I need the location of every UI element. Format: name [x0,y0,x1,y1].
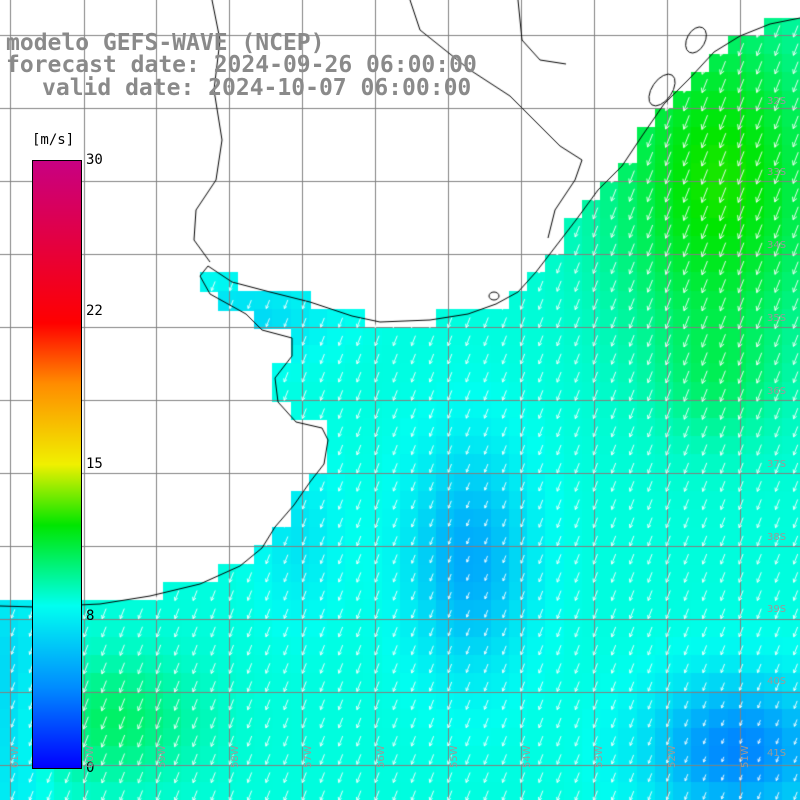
lon-label-57w: 57W [303,745,314,768]
lat-label-36s: 36S [767,386,787,397]
lat-label-32s: 32S [767,96,787,107]
lon-label-61w: 61W [10,745,21,768]
colorbar-tick-15: 15 [86,456,103,472]
lon-label-58w: 58W [230,745,241,768]
lat-label-37s: 37S [767,459,787,470]
lat-label-38s: 38S [767,532,787,543]
valid-date-label: valid date: 2024-10-07 06:00:00 [42,75,472,101]
lat-label-34s: 34S [767,240,787,251]
lon-label-52w: 52W [667,745,678,768]
lon-label-53w: 53W [594,745,605,768]
forecast-date-label: forecast date: 2024-09-26 06:00:00 [6,52,477,78]
lon-label-54w: 54W [522,745,533,768]
lon-label-59w: 59W [157,745,168,768]
colorbar-tick-30: 30 [86,152,103,168]
colorbar-unit-label: [m/s] [32,132,75,148]
lat-label-39s: 39S [767,604,787,615]
colorbar-tick-22: 22 [86,303,103,319]
lat-label-40s: 40S [767,676,787,687]
colorbar [32,160,82,769]
lon-label-56w: 56W [376,745,387,768]
lat-label-33s: 33S [767,167,787,178]
lon-label-55w: 55W [449,745,460,768]
lon-label-51w: 51W [740,745,751,768]
lon-label-60w: 60W [85,745,96,768]
colorbar-tick-0: 0 [86,760,95,776]
lat-label-35s: 35S [767,313,787,324]
lat-label-41s: 41S [767,748,787,759]
map-title-model: modelo GEFS-WAVE (NCEP) [6,30,325,56]
colorbar-tick-8: 8 [86,608,95,624]
